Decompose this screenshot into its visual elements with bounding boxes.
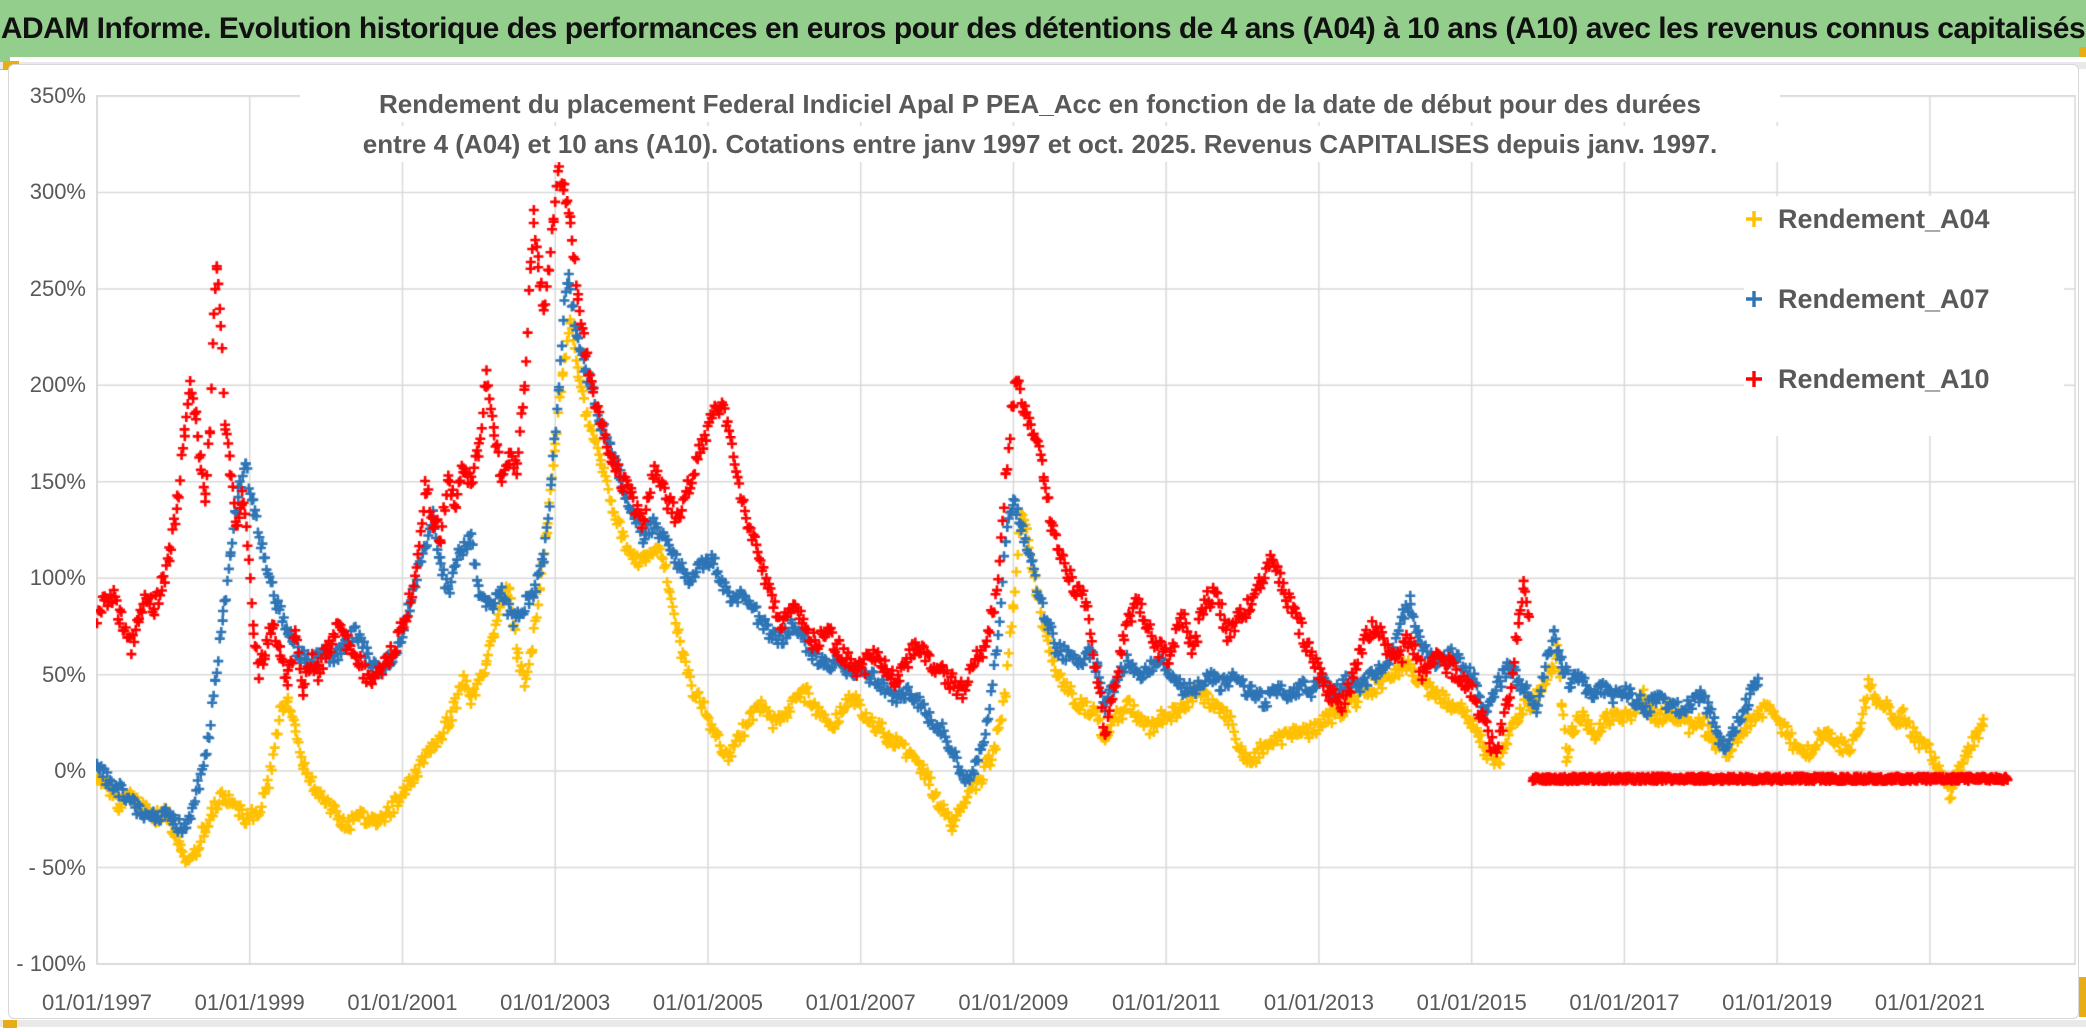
chart-title-line2: entre 4 (A04) et 10 ans (A10). Cotations… (300, 126, 1780, 162)
bottom-gray-strip (0, 1020, 2086, 1027)
legend-label: Rendement_A07 (1778, 283, 1990, 314)
y-axis-tick: 350% (29, 83, 86, 108)
x-axis-tick: 01/01/2001 (347, 990, 458, 1015)
x-axis-tick: 01/01/2003 (500, 990, 611, 1015)
legend-label: Rendement_A10 (1778, 363, 1990, 394)
y-axis-tick: 300% (29, 179, 86, 205)
legend-item-rendement_a04[interactable]: Rendement_A04 (1744, 196, 2064, 242)
x-axis-tick: 01/01/1999 (194, 990, 305, 1015)
x-axis-tick: 01/01/2021 (1874, 990, 1985, 1015)
plus-marker-icon (1746, 291, 1762, 307)
chart-title-line1: Rendement du placement Federal Indiciel … (300, 86, 1780, 122)
plus-marker-icon (1746, 371, 1762, 387)
x-axis-tick: 01/01/2009 (958, 990, 1069, 1015)
chart-legend: Rendement_A04 Rendement_A07 Rendement_A10 (1744, 196, 2064, 436)
legend-item-rendement_a07[interactable]: Rendement_A07 (1744, 276, 2064, 322)
gold-corner-bottom-left (3, 1020, 17, 1028)
x-axis-tick: 01/01/2017 (1569, 990, 1680, 1015)
gold-right-strip (2079, 977, 2086, 1017)
y-axis-tick: - 50% (28, 854, 86, 880)
y-axis-tick: 0% (54, 758, 86, 784)
legend-item-rendement_a10[interactable]: Rendement_A10 (1744, 356, 2064, 402)
gold-corner-top-right (2079, 47, 2086, 57)
y-axis-tick: - 100% (16, 951, 86, 976)
header-bar: ADAM Informe. Evolution historique des p… (0, 0, 2086, 57)
x-axis-tick: 01/01/2019 (1722, 990, 1833, 1015)
header-title: ADAM Informe. Evolution historique des p… (0, 11, 2086, 45)
y-axis-tick: 50% (41, 661, 86, 687)
x-axis-tick: 01/01/1997 (41, 990, 153, 1015)
y-axis-tick: 200% (29, 372, 86, 398)
y-axis-tick: 150% (29, 468, 86, 494)
x-axis-tick: 01/01/2007 (805, 990, 916, 1015)
plus-marker-icon (1746, 211, 1762, 227)
y-axis-tick: 100% (29, 565, 86, 591)
x-axis-tick: 01/01/2011 (1111, 990, 1221, 1015)
x-axis-tick: 01/01/2015 (1416, 990, 1527, 1015)
x-axis-tick: 01/01/2005 (652, 990, 763, 1015)
y-axis-tick: 250% (29, 275, 86, 301)
x-axis-tick: 01/01/2013 (1263, 990, 1374, 1015)
legend-label: Rendement_A04 (1778, 203, 1990, 234)
